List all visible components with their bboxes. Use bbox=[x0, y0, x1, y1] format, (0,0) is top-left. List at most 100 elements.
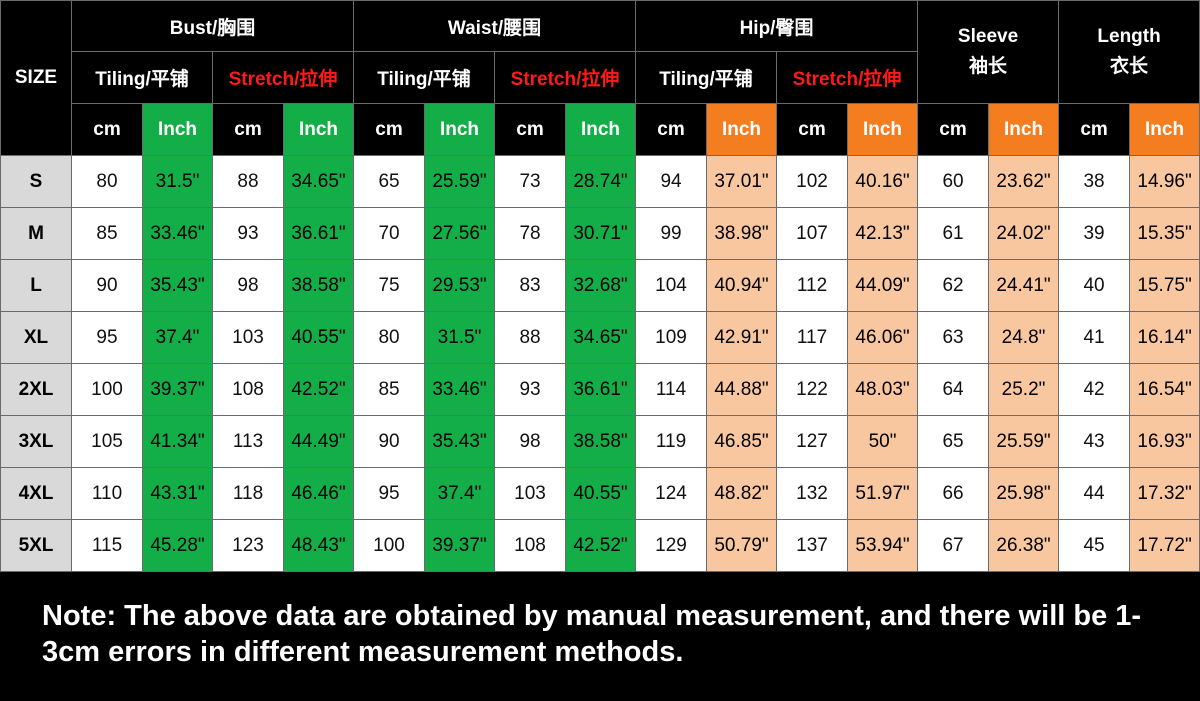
length-cm-cell: 44 bbox=[1058, 467, 1131, 520]
unit-inch-header: Inch bbox=[282, 103, 355, 156]
length-cm-cell: 41 bbox=[1058, 311, 1131, 364]
sleeve-cm-cell: 61 bbox=[917, 207, 990, 260]
unit-cm-header: cm bbox=[71, 103, 143, 156]
unit-cm-header: cm bbox=[635, 103, 708, 156]
table-row: S 80 31.5" 88 34.65" 65 25.59" 73 28.74" 94 37.01"… bbox=[0, 155, 1200, 208]
waist-stretch-cm-cell: 78 bbox=[494, 207, 567, 260]
length-inch-cell: 17.72" bbox=[1129, 519, 1200, 572]
hip-stretch-cm-cell: 117 bbox=[776, 311, 849, 364]
length-cm-cell: 43 bbox=[1058, 415, 1131, 468]
length-cm-cell: 39 bbox=[1058, 207, 1131, 260]
bust-tiling-inch-cell: 37.4" bbox=[142, 311, 213, 364]
sleeve-header-en: Sleeve bbox=[957, 26, 1019, 47]
size-label: 2XL bbox=[0, 363, 72, 416]
unit-cm-header: cm bbox=[776, 103, 849, 156]
size-label: 5XL bbox=[0, 519, 72, 572]
unit-inch-header: Inch bbox=[847, 103, 919, 156]
bust-stretch-cm-cell: 113 bbox=[212, 415, 284, 468]
bust-tiling-inch-cell: 43.31" bbox=[142, 467, 213, 520]
unit-cm-header: cm bbox=[353, 103, 426, 156]
sleeve-header: Sleeve 袖长 bbox=[917, 0, 1060, 104]
sleeve-inch-cell: 25.2" bbox=[988, 363, 1060, 416]
hip-stretch-cm-cell: 137 bbox=[776, 519, 849, 572]
waist-stretch-cm-cell: 88 bbox=[494, 311, 567, 364]
hip-stretch-inch-cell: 48.03" bbox=[847, 363, 919, 416]
bust-stretch-inch-cell: 46.46" bbox=[282, 467, 355, 520]
sleeve-inch-cell: 23.62" bbox=[988, 155, 1060, 208]
bust-tiling-inch-cell: 41.34" bbox=[142, 415, 213, 468]
unit-inch-header: Inch bbox=[565, 103, 637, 156]
waist-tiling-header: Tiling/平铺 bbox=[353, 51, 496, 104]
hip-stretch-cm-cell: 102 bbox=[776, 155, 849, 208]
header-row-2: Tiling/平铺 Stretch/拉伸 Tiling/平铺 Stretch/拉… bbox=[1, 51, 1200, 104]
sleeve-inch-cell: 24.8" bbox=[988, 311, 1060, 364]
waist-tiling-cm-cell: 90 bbox=[353, 415, 426, 468]
bust-stretch-cm-cell: 103 bbox=[212, 311, 284, 364]
sleeve-inch-cell: 24.02" bbox=[988, 207, 1060, 260]
hip-tiling-inch-cell: 42.91" bbox=[706, 311, 778, 364]
hip-tiling-inch-cell: 46.85" bbox=[706, 415, 778, 468]
bust-tiling-cm-cell: 100 bbox=[71, 363, 143, 416]
bust-tiling-cm-cell: 80 bbox=[71, 155, 143, 208]
size-label: 4XL bbox=[0, 467, 72, 520]
sleeve-cm-cell: 64 bbox=[917, 363, 990, 416]
hip-stretch-cm-cell: 122 bbox=[776, 363, 849, 416]
bust-tiling-inch-cell: 45.28" bbox=[142, 519, 213, 572]
hip-stretch-header: Stretch/拉伸 bbox=[776, 51, 919, 104]
size-label: S bbox=[0, 155, 72, 208]
waist-stretch-inch-cell: 32.68" bbox=[565, 259, 637, 312]
hip-tiling-inch-cell: 38.98" bbox=[706, 207, 778, 260]
bust-stretch-cm-cell: 108 bbox=[212, 363, 284, 416]
bust-stretch-inch-cell: 40.55" bbox=[282, 311, 355, 364]
measurement-note: Note: The above data are obtained by man… bbox=[42, 600, 1142, 668]
waist-stretch-inch-cell: 38.58" bbox=[565, 415, 637, 468]
waist-stretch-inch-cell: 36.61" bbox=[565, 363, 637, 416]
waist-stretch-cm-cell: 103 bbox=[494, 467, 567, 520]
length-header: Length 衣长 bbox=[1058, 0, 1200, 104]
sleeve-cm-cell: 63 bbox=[917, 311, 990, 364]
bust-tiling-cm-cell: 90 bbox=[71, 259, 143, 312]
waist-tiling-cm-cell: 75 bbox=[353, 259, 426, 312]
hip-stretch-cm-cell: 132 bbox=[776, 467, 849, 520]
hip-tiling-cm-cell: 99 bbox=[635, 207, 708, 260]
hip-tiling-cm-cell: 124 bbox=[635, 467, 708, 520]
length-cm-cell: 40 bbox=[1058, 259, 1131, 312]
hip-stretch-cm-cell: 127 bbox=[776, 415, 849, 468]
size-label: M bbox=[0, 207, 72, 260]
waist-stretch-cm-cell: 83 bbox=[494, 259, 567, 312]
bust-tiling-inch-cell: 33.46" bbox=[142, 207, 213, 260]
length-inch-cell: 16.54" bbox=[1129, 363, 1200, 416]
length-inch-cell: 17.32" bbox=[1129, 467, 1200, 520]
waist-tiling-cm-cell: 95 bbox=[353, 467, 426, 520]
unit-cm-header: cm bbox=[917, 103, 990, 156]
size-label: 3XL bbox=[0, 415, 72, 468]
hip-stretch-inch-cell: 50" bbox=[847, 415, 919, 468]
length-header-cn: 衣长 bbox=[1110, 56, 1149, 77]
waist-tiling-inch-cell: 37.4" bbox=[424, 467, 496, 520]
waist-tiling-cm-cell: 85 bbox=[353, 363, 426, 416]
bust-stretch-cm-cell: 93 bbox=[212, 207, 284, 260]
hip-tiling-cm-cell: 129 bbox=[635, 519, 708, 572]
sleeve-cm-cell: 62 bbox=[917, 259, 990, 312]
hip-tiling-cm-cell: 119 bbox=[635, 415, 708, 468]
sleeve-cm-cell: 60 bbox=[917, 155, 990, 208]
length-cm-cell: 45 bbox=[1058, 519, 1131, 572]
waist-tiling-inch-cell: 25.59" bbox=[424, 155, 496, 208]
waist-tiling-cm-cell: 70 bbox=[353, 207, 426, 260]
table-row: 5XL 115 45.28" 123 48.43" 100 39.37" 108 42.52" 1… bbox=[0, 519, 1200, 572]
bust-stretch-inch-cell: 34.65" bbox=[282, 155, 355, 208]
bust-stretch-header: Stretch/拉伸 bbox=[211, 51, 355, 104]
sleeve-cm-cell: 65 bbox=[917, 415, 990, 468]
waist-stretch-cm-cell: 108 bbox=[494, 519, 567, 572]
hip-tiling-header: Tiling/平铺 bbox=[635, 51, 778, 104]
bust-header: Bust/胸围 bbox=[70, 0, 355, 52]
hip-tiling-inch-cell: 50.79" bbox=[706, 519, 778, 572]
header-row-1: SIZE Bust/胸围 Waist/腰围 Hip/臀围 Sleeve 袖长 L… bbox=[0, 0, 1200, 156]
bust-tiling-inch-cell: 39.37" bbox=[142, 363, 213, 416]
waist-stretch-inch-cell: 40.55" bbox=[565, 467, 637, 520]
waist-tiling-inch-cell: 27.56" bbox=[424, 207, 496, 260]
waist-tiling-cm-cell: 100 bbox=[353, 519, 426, 572]
bust-stretch-cm-cell: 88 bbox=[212, 155, 284, 208]
waist-tiling-inch-cell: 39.37" bbox=[424, 519, 496, 572]
